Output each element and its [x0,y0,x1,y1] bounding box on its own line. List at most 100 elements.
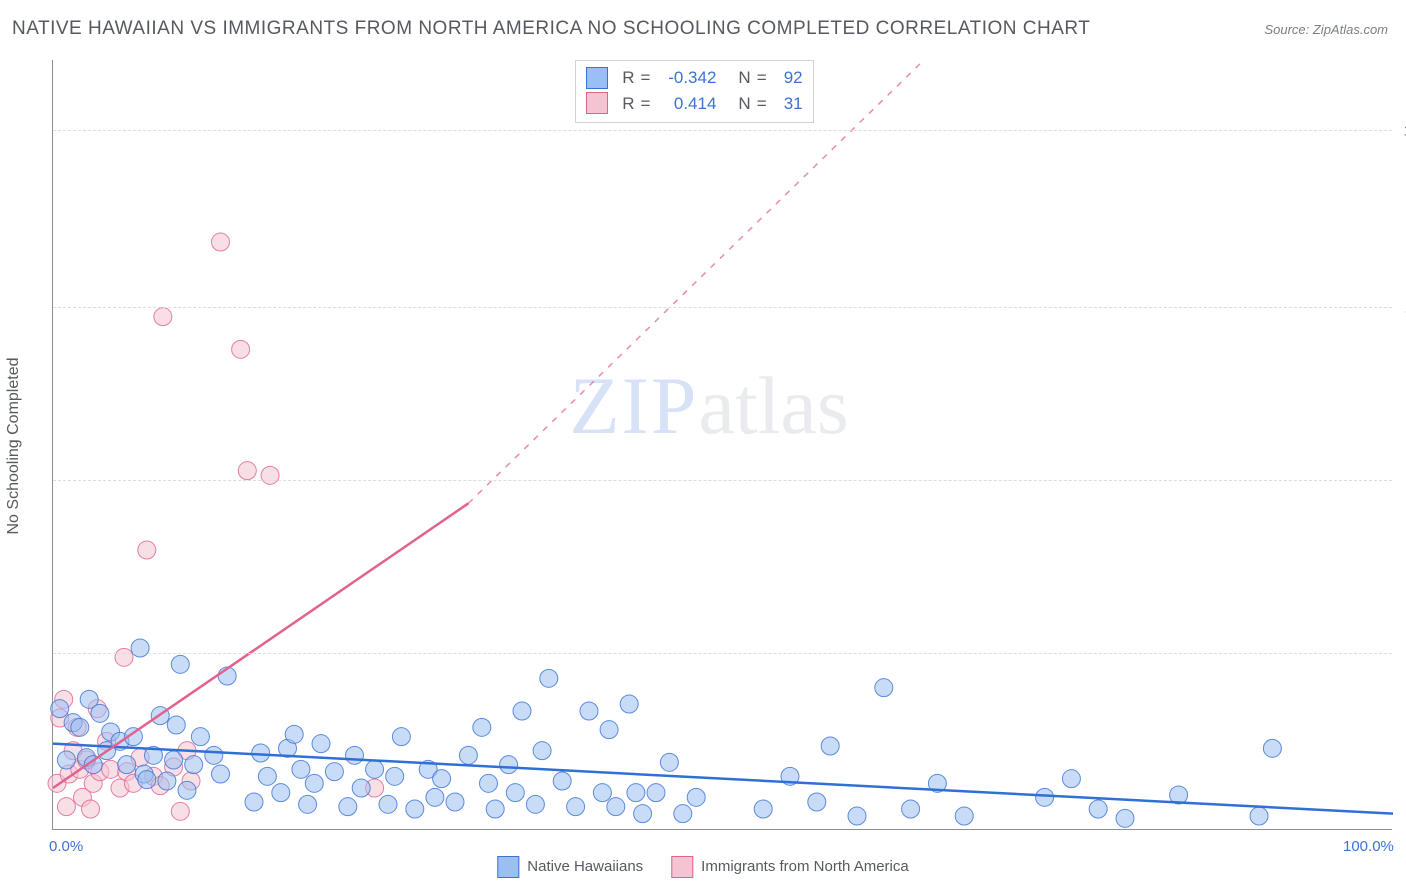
gridline: 11.2% [53,307,1392,308]
chart-title: NATIVE HAWAIIAN VS IMMIGRANTS FROM NORTH… [12,18,1090,40]
data-point [1250,807,1268,825]
data-point [392,728,410,746]
data-point [91,704,109,722]
data-point [339,798,357,816]
n-label: N [738,91,750,117]
data-point [580,702,598,720]
xtick-label: 100.0% [1343,838,1394,855]
data-point [687,788,705,806]
series-legend: Native Hawaiians Immigrants from North A… [497,856,908,878]
data-point [154,308,172,326]
data-point [607,798,625,816]
data-point [212,233,230,251]
data-point [178,781,196,799]
data-point [875,679,893,697]
data-point [848,807,866,825]
plot-area: ZIPatlas R = -0.342 N = 92 R = 0.414 N =… [52,60,1392,830]
data-point [212,765,230,783]
data-point [433,770,451,788]
data-point [406,800,424,818]
data-point [1036,788,1054,806]
correlation-legend: R = -0.342 N = 92 R = 0.414 N = 31 [575,60,813,123]
data-point [754,800,772,818]
data-point [526,795,544,813]
data-point [57,751,75,769]
data-point [165,751,183,769]
legend-label-pink: Immigrants from North America [701,858,909,875]
data-point [312,735,330,753]
data-point [102,760,120,778]
data-point [346,746,364,764]
data-point [821,737,839,755]
n-value-1: 92 [773,65,803,91]
swatch-blue [497,856,519,878]
data-point [245,793,263,811]
data-point [1089,800,1107,818]
data-point [480,774,498,792]
gridline: 15.0% [53,130,1392,131]
data-point [299,795,317,813]
gridline: 7.5% [53,480,1392,481]
data-point [486,800,504,818]
data-point [567,798,585,816]
data-point [459,746,477,764]
data-point [379,795,397,813]
data-point [158,772,176,790]
data-point [118,756,136,774]
correlation-row-1: R = -0.342 N = 92 [586,65,802,91]
data-point [366,760,384,778]
data-point [171,802,189,820]
data-point [446,793,464,811]
data-point [513,702,531,720]
data-point [82,800,100,818]
regression-line-pink-dashed [468,60,924,503]
swatch-pink [586,92,608,114]
data-point [325,763,343,781]
legend-item-pink: Immigrants from North America [671,856,909,878]
r-value-1: -0.342 [656,65,716,91]
data-point [285,725,303,743]
data-point [533,742,551,760]
data-point [171,655,189,673]
data-point [386,767,404,785]
data-point [272,784,290,802]
data-point [660,753,678,771]
data-point [506,784,524,802]
data-point [1263,739,1281,757]
data-point [634,805,652,823]
n-label: N [738,65,750,91]
legend-label-blue: Native Hawaiians [527,858,643,875]
y-axis-label: No Schooling Completed [5,358,23,535]
data-point [627,784,645,802]
data-point [600,721,618,739]
data-point [593,784,611,802]
correlation-row-2: R = 0.414 N = 31 [586,91,802,117]
data-point [305,774,323,792]
data-point [808,793,826,811]
n-value-2: 31 [773,91,803,117]
data-point [647,784,665,802]
r-label: R [622,91,634,117]
data-point [131,639,149,657]
data-point [292,760,310,778]
data-point [232,340,250,358]
legend-item-blue: Native Hawaiians [497,856,643,878]
data-point [167,716,185,734]
gridline: 3.8% [53,653,1392,654]
xtick-label: 0.0% [49,838,83,855]
data-point [115,648,133,666]
r-label: R [622,65,634,91]
data-point [620,695,638,713]
data-point [138,541,156,559]
data-point [426,788,444,806]
data-point [1116,809,1134,827]
data-point [191,728,209,746]
swatch-blue [586,67,608,89]
data-point [352,779,370,797]
data-point [57,798,75,816]
chart-svg [53,60,1392,829]
data-point [902,800,920,818]
data-point [540,669,558,687]
data-point [553,772,571,790]
data-point [955,807,973,825]
